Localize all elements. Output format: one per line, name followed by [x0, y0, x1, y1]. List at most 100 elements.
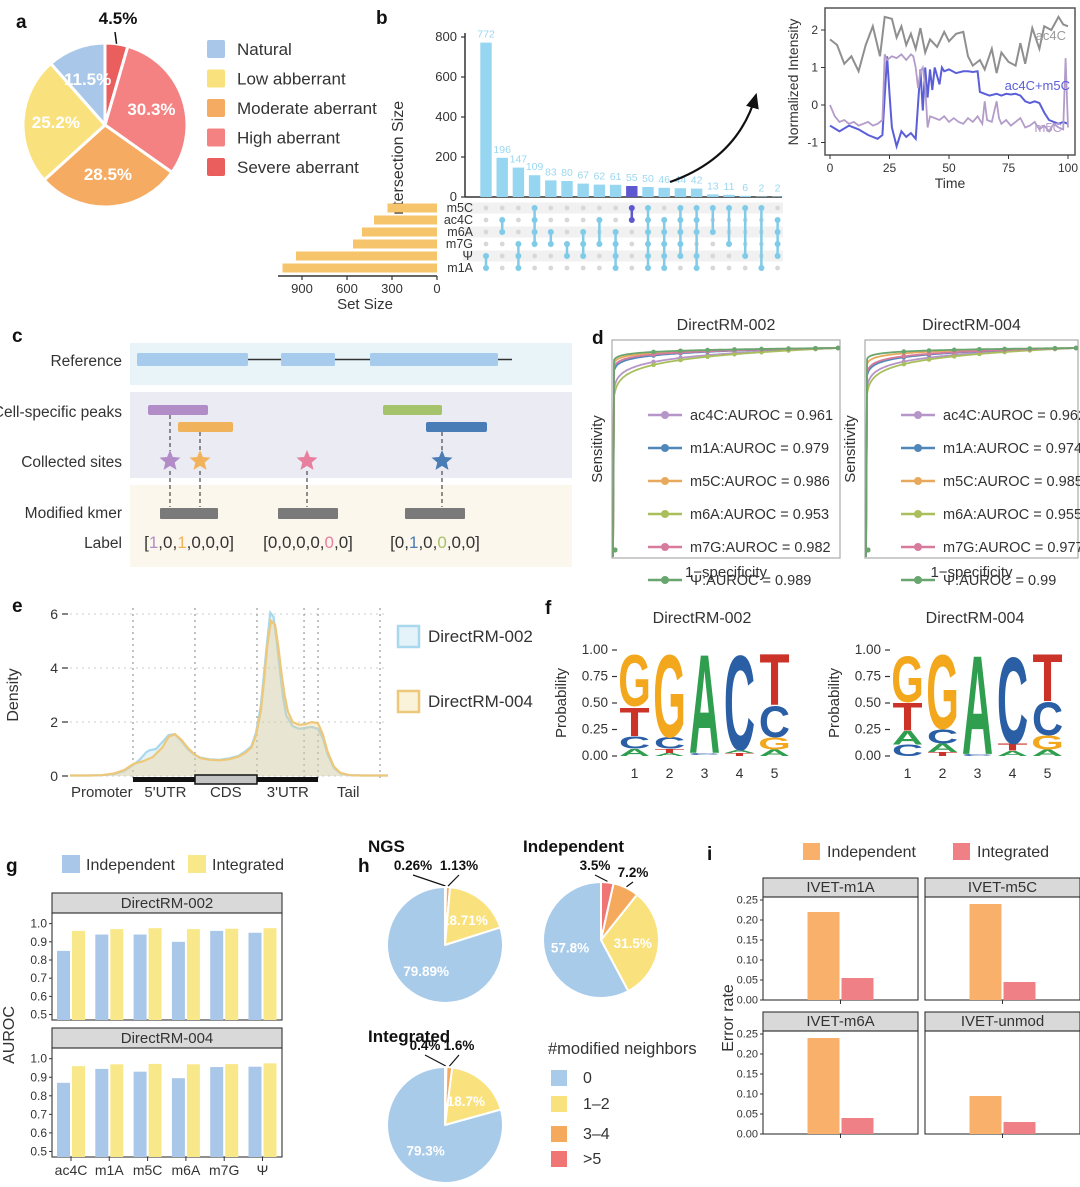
matrix-dot [597, 265, 602, 271]
panel-i-error-bars: Independent Integrated IVET-m1A 0.00 0.05 0.1… [720, 830, 1080, 1187]
roc-marker [926, 357, 932, 362]
peak-blue [426, 422, 487, 432]
tick-label: 0 [433, 281, 440, 296]
tick-label: -1 [807, 136, 818, 150]
matrix-dot [483, 205, 489, 211]
plot-frame [762, 896, 919, 1001]
density-line-DirectRM-004 [70, 618, 388, 777]
tick-label: 2 [939, 765, 947, 781]
roc-marker [813, 345, 818, 351]
roc-marker [786, 346, 791, 351]
inset-line-ac4C [829, 14, 1069, 75]
tick-label: 4 [1009, 765, 1017, 781]
bar-value: 6 [742, 182, 748, 194]
star-icon [189, 450, 211, 470]
plot-title: DirectRM-004 [922, 317, 1021, 334]
tick-label: 0.7 [30, 1107, 47, 1121]
bar-Integrated [186, 929, 200, 1020]
bar-Independent [171, 941, 185, 1020]
matrix-dot [775, 205, 780, 211]
roc-marker [901, 353, 907, 359]
logo-letter-A: A [654, 752, 685, 757]
matrix-dot [564, 205, 570, 211]
tick-label: 4 [736, 765, 744, 781]
upset-bar [690, 188, 703, 197]
matrix-dot [499, 265, 505, 271]
logo-letter-C: C [654, 734, 685, 752]
legend-label: Natural [237, 40, 292, 59]
pie-title: Integrated [368, 1027, 450, 1046]
panel-label-d: d [592, 328, 604, 349]
upset-bar [577, 183, 589, 197]
set-size-bar [282, 263, 437, 273]
axis-label: Probability [826, 667, 843, 738]
bar-Independent [248, 932, 262, 1020]
pie-label: 28.5% [84, 165, 132, 184]
logo-letter-C: C [997, 631, 1028, 770]
bar-value: 109 [526, 161, 544, 173]
series-label: m5C [1035, 120, 1062, 135]
upset-bar [545, 180, 557, 197]
panel-h-pie-charts: NGS 0.26% 1.13% 18.71% 79.89% Independent 3.5%… [355, 830, 735, 1187]
density-area [70, 612, 388, 776]
bar-Independent [133, 934, 147, 1020]
row-label: Collected sites [21, 454, 122, 471]
matrix-dot [613, 205, 618, 211]
logo-letter-A: A [724, 749, 755, 754]
matrix-dot [629, 253, 635, 259]
pie-label: 57.8% [551, 941, 589, 956]
matrix-dot [548, 265, 554, 271]
legend-swatch [207, 128, 225, 147]
kmer-bar [160, 508, 218, 519]
pie-label: 1.13% [440, 858, 478, 873]
legend-label: m6A:AUROC = 0.953 [690, 507, 829, 523]
panel-a-pie-chart: 4.5% 30.3% 28.5% 25.2% 11.5% Natural Low abber… [0, 0, 400, 312]
logo-letter-T: T [619, 699, 649, 745]
panel-label-c: c [12, 326, 23, 347]
bar-Integrated [72, 1066, 85, 1157]
logo-letter-T: T [997, 741, 1027, 753]
bar-Independent [57, 950, 70, 1020]
matrix-dot [710, 253, 716, 259]
facet-title: DirectRM-004 [121, 1030, 214, 1047]
matrix-dot [580, 265, 586, 271]
logo-letter-C: C [892, 742, 923, 760]
panel-label-i: i [707, 844, 713, 865]
peak-orange [178, 422, 233, 432]
roc-marker [1073, 345, 1079, 351]
logo-title: DirectRM-004 [926, 610, 1025, 627]
panel-g-auroc-bars: Independent Integrated DirectRM-002 0.5 0.6 0… [0, 830, 360, 1187]
matrix-dot [548, 217, 554, 223]
region-label: Promoter [71, 784, 133, 801]
bar-Independent [248, 1066, 262, 1157]
pie-slice [49, 41, 107, 127]
matrix-dot [564, 265, 570, 271]
legend-swatch [551, 1096, 567, 1112]
legend-swatch [551, 1126, 567, 1142]
density-line-DirectRM-002 [70, 609, 388, 777]
bar-Integrated [263, 1063, 277, 1157]
pie-label: 3.5% [580, 858, 611, 873]
tick-label: 0.7 [30, 971, 47, 985]
roc-marker [705, 354, 710, 360]
matrix-dot [580, 217, 586, 223]
axis-label: Normalized Intensity [785, 19, 801, 146]
roc-marker [651, 349, 656, 355]
pie-title: NGS [368, 837, 405, 856]
bar-Integrated [148, 1063, 162, 1157]
bar-Integrated [263, 928, 277, 1020]
facet-title: IVET-unmod [961, 1013, 1044, 1030]
upset-bar [739, 195, 751, 197]
facet-title: DirectRM-002 [121, 895, 214, 912]
bar-Independent [807, 912, 840, 1000]
tick-label: 0.9 [30, 1070, 47, 1084]
leader-line [412, 874, 446, 887]
matrix-dot [516, 217, 521, 223]
tick-label: 300 [381, 281, 403, 296]
pie-label: 79.89% [403, 964, 449, 979]
plot-frame [51, 912, 283, 1021]
bar-Independent [807, 1038, 840, 1134]
logo-letter-T: T [892, 695, 922, 739]
matrix-dot [516, 205, 521, 211]
set-size-bar [353, 239, 437, 249]
